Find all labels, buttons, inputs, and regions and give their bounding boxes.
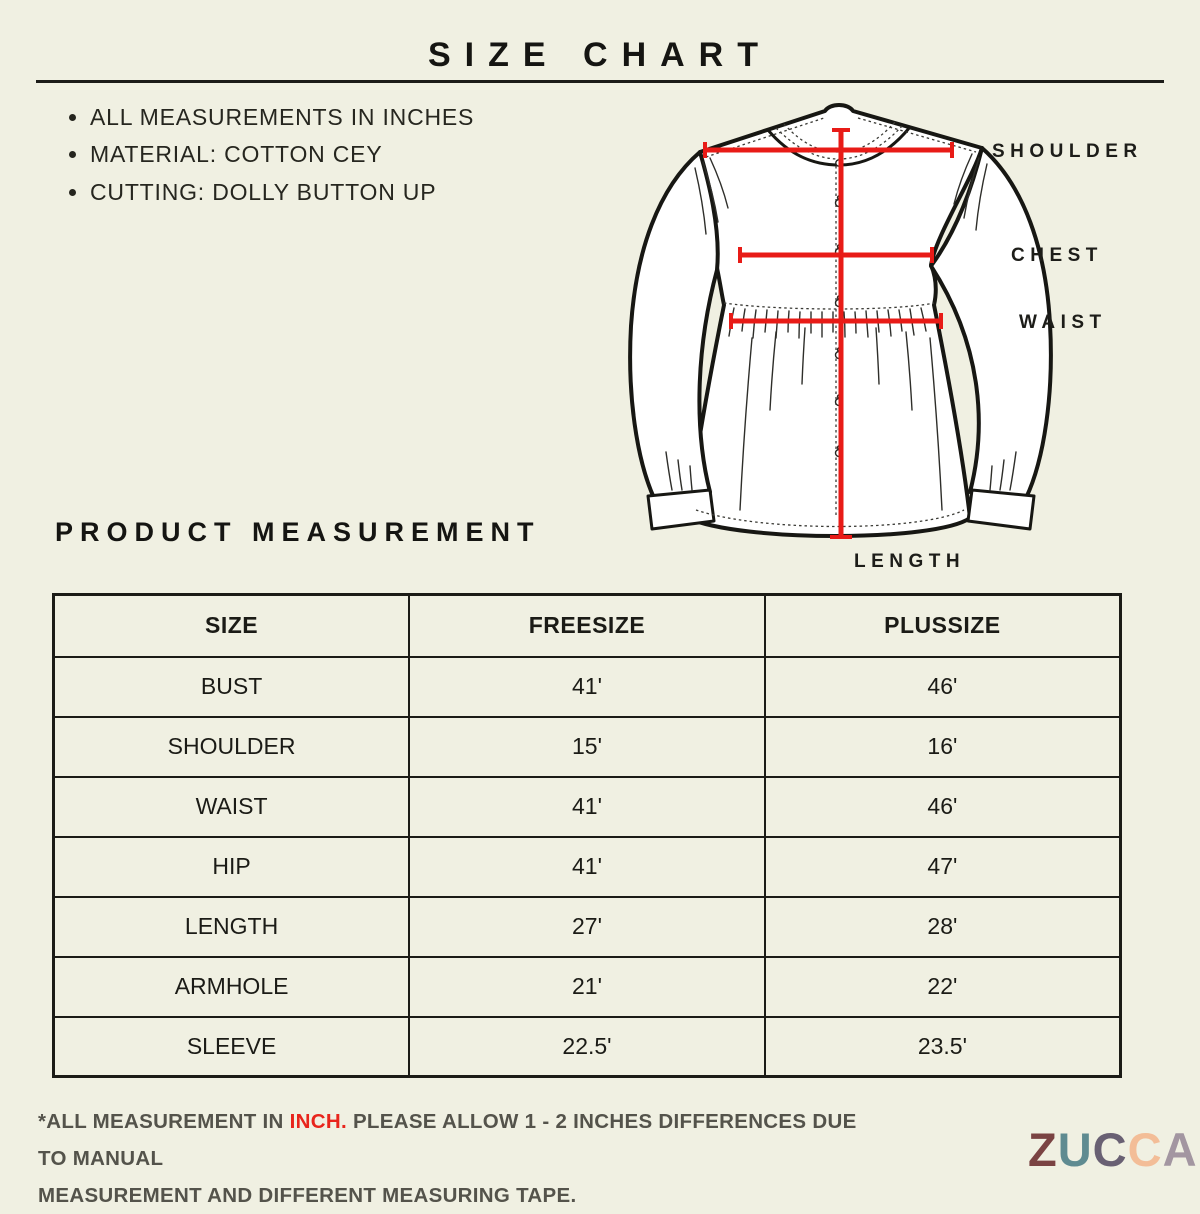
waist-label: WAIST (1019, 312, 1107, 333)
chest-label: CHEST (1011, 245, 1103, 266)
table-header-row: SIZE FREESIZE PLUSSIZE (52, 593, 1122, 658)
brand-letter: A (1162, 1123, 1198, 1176)
size-label-cell: ARMHOLE (52, 955, 411, 1018)
disclaimer-line-2: MEASUREMENT AND DIFFERENT MEASURING TAPE… (38, 1184, 577, 1207)
table-row: BUST 41' 46' (52, 655, 1122, 718)
table-row: ARMHOLE 21' 22' (52, 955, 1122, 1018)
freesize-cell: 27' (408, 895, 766, 958)
left-cuff (646, 488, 716, 531)
freesize-cell: 15' (408, 715, 766, 778)
length-label: LENGTH (854, 551, 965, 572)
plussize-cell: 28' (763, 895, 1122, 958)
notes-list: ALL MEASUREMENTS IN INCHES MATERIAL: COT… (68, 104, 474, 216)
blouse-illustration: SHOULDER CHEST WAIST LENGTH (628, 103, 1140, 572)
table-row: SLEEVE 22.5' 23.5' (52, 1015, 1122, 1078)
title-divider (36, 80, 1164, 83)
plussize-cell: 16' (763, 715, 1122, 778)
freesize-cell: 22.5' (408, 1015, 766, 1078)
shoulder-label: SHOULDER (992, 141, 1140, 162)
brand-letter: Z (1028, 1123, 1058, 1176)
size-label-cell: HIP (52, 835, 411, 898)
plussize-cell: 46' (763, 655, 1122, 718)
freesize-cell: 21' (408, 955, 766, 1018)
table-row: HIP 41' 47' (52, 835, 1122, 898)
measurement-lines (703, 128, 954, 539)
section-title: PRODUCT MEASUREMENT (55, 517, 541, 547)
note-item: ALL MEASUREMENTS IN INCHES (90, 104, 474, 130)
note-item: MATERIAL: COTTON CEY (90, 141, 474, 167)
brand-letter: C (1127, 1123, 1163, 1176)
size-label-cell: SHOULDER (52, 715, 411, 778)
plussize-cell: 22' (763, 955, 1122, 1018)
size-label-cell: BUST (52, 655, 411, 718)
plussize-cell: 46' (763, 775, 1122, 838)
brand-letter: U (1057, 1123, 1093, 1176)
column-header-freesize: FREESIZE (408, 593, 766, 658)
brand-logo: ZUCCA (1028, 1122, 1198, 1177)
disclaimer-note: *ALL MEASUREMENT IN INCH. PLEASE ALLOW 1… (38, 1103, 868, 1214)
table-row: LENGTH 27' 28' (52, 895, 1122, 958)
freesize-cell: 41' (408, 775, 766, 838)
plussize-cell: 23.5' (763, 1015, 1122, 1078)
size-label-cell: SLEEVE (52, 1015, 411, 1078)
plussize-cell: 47' (763, 835, 1122, 898)
page-title: SIZE CHART (428, 36, 772, 74)
table-row: SHOULDER 15' 16' (52, 715, 1122, 778)
measurement-table: SIZE FREESIZE PLUSSIZE BUST 41' 46' SHOU… (52, 593, 1122, 1078)
stitch-lines (695, 117, 977, 528)
right-cuff (966, 488, 1036, 531)
column-header-plussize: PLUSSIZE (763, 593, 1122, 658)
brand-letter: C (1092, 1123, 1128, 1176)
disclaimer-line-1: *ALL MEASUREMENT IN INCH. PLEASE ALLOW 1… (38, 1110, 857, 1170)
size-label-cell: LENGTH (52, 895, 411, 958)
freesize-cell: 41' (408, 655, 766, 718)
inch-highlight: INCH. (289, 1110, 347, 1133)
table-row: WAIST 41' 46' (52, 775, 1122, 838)
column-header-size: SIZE (52, 593, 411, 658)
note-item: CUTTING: DOLLY BUTTON UP (90, 179, 474, 205)
freesize-cell: 41' (408, 835, 766, 898)
size-label-cell: WAIST (52, 775, 411, 838)
